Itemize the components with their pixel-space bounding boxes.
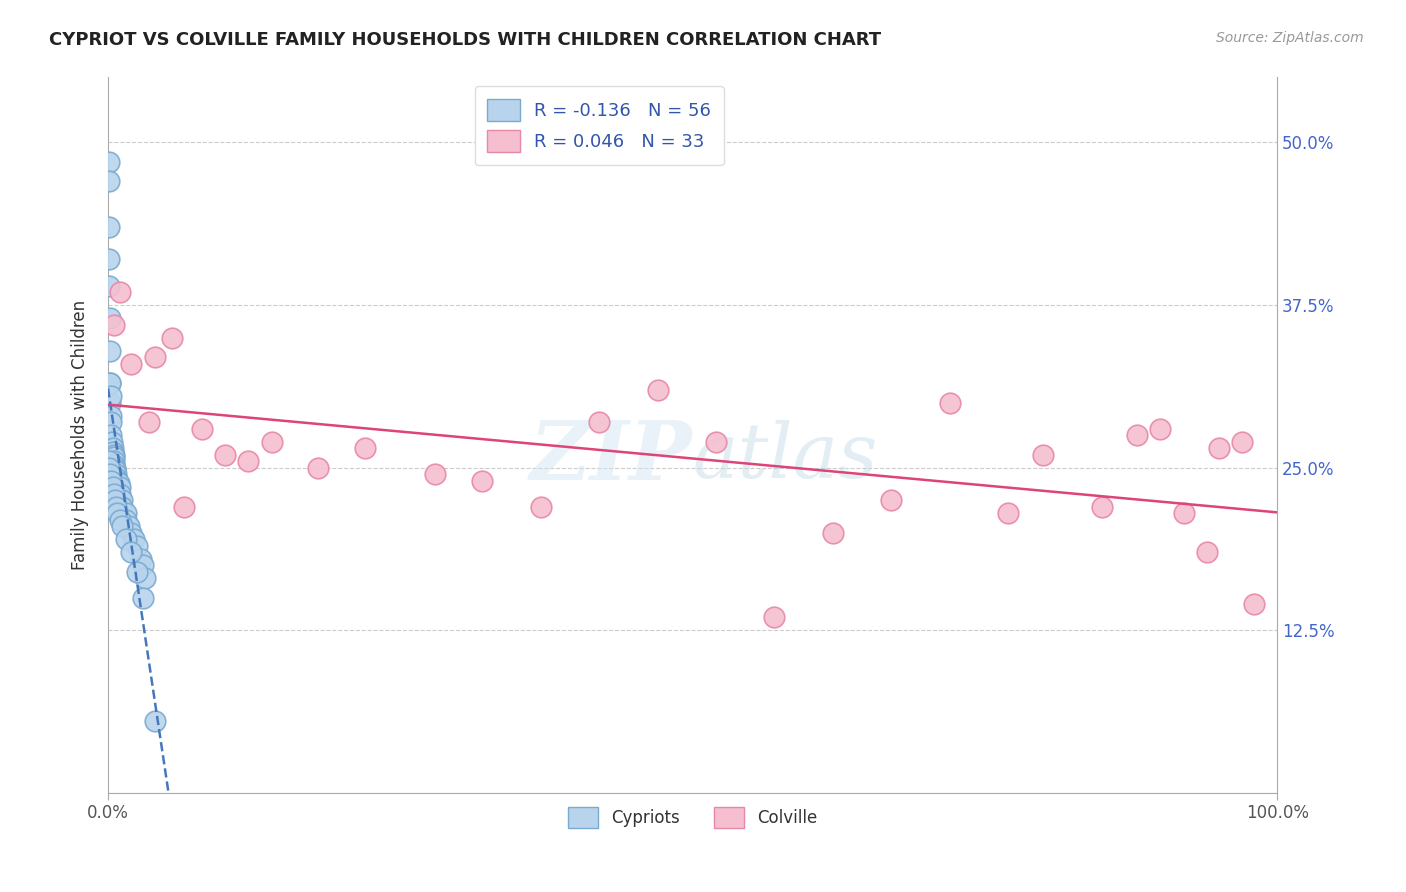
Point: [103, 458, 125, 472]
Text: ZIP: ZIP: [530, 417, 693, 497]
Point: [105, 506, 128, 520]
Point: [98, 395, 121, 409]
Point: [114, 506, 136, 520]
Point: [105, 474, 128, 488]
Point: [98, 311, 121, 326]
Point: [101, 480, 124, 494]
Point: [114, 512, 136, 526]
Point: [98, 376, 121, 390]
Point: [100, 474, 122, 488]
Point: [120, 357, 142, 371]
Point: [103, 454, 125, 468]
Point: [122, 532, 145, 546]
Point: [97, 219, 120, 234]
Point: [114, 532, 136, 546]
Point: [120, 525, 142, 540]
Point: [97, 454, 120, 468]
Point: [134, 571, 156, 585]
Point: [103, 318, 125, 332]
Point: [763, 610, 786, 624]
Y-axis label: Family Households with Children: Family Households with Children: [72, 300, 89, 570]
Point: [104, 463, 127, 477]
Point: [111, 519, 134, 533]
Point: [98, 376, 121, 390]
Point: [105, 500, 128, 514]
Point: [103, 486, 125, 500]
Point: [111, 493, 134, 508]
Point: [98, 343, 121, 358]
Point: [704, 434, 727, 449]
Point: [308, 460, 330, 475]
Point: [104, 493, 127, 508]
Point: [1230, 434, 1253, 449]
Point: [1208, 441, 1230, 455]
Point: [98, 460, 121, 475]
Point: [104, 460, 127, 475]
Point: [821, 525, 844, 540]
Point: [98, 467, 121, 481]
Point: [1032, 448, 1054, 462]
Point: [1173, 506, 1195, 520]
Point: [100, 409, 122, 423]
Point: [105, 471, 128, 485]
Text: Source: ZipAtlas.com: Source: ZipAtlas.com: [1216, 31, 1364, 45]
Point: [1243, 597, 1265, 611]
Point: [118, 519, 141, 533]
Point: [111, 500, 134, 514]
Point: [97, 155, 120, 169]
Point: [1197, 545, 1219, 559]
Legend: Cypriots, Colville: Cypriots, Colville: [561, 801, 824, 834]
Point: [100, 389, 122, 403]
Point: [97, 174, 120, 188]
Point: [1149, 421, 1171, 435]
Point: [105, 467, 128, 481]
Point: [530, 500, 553, 514]
Point: [138, 415, 160, 429]
Point: [100, 428, 122, 442]
Point: [647, 383, 669, 397]
Point: [108, 480, 131, 494]
Point: [880, 493, 903, 508]
Point: [127, 565, 149, 579]
Point: [143, 350, 166, 364]
Point: [425, 467, 447, 481]
Point: [108, 285, 131, 299]
Point: [101, 441, 124, 455]
Point: [1126, 428, 1149, 442]
Point: [238, 454, 260, 468]
Point: [939, 395, 962, 409]
Point: [108, 486, 131, 500]
Point: [997, 506, 1019, 520]
Point: [129, 551, 152, 566]
Point: [98, 252, 121, 267]
Point: [354, 441, 377, 455]
Point: [162, 330, 184, 344]
Text: atlas: atlas: [693, 419, 877, 493]
Point: [132, 591, 155, 605]
Point: [1091, 500, 1114, 514]
Point: [103, 450, 125, 465]
Point: [132, 558, 155, 573]
Point: [108, 512, 131, 526]
Point: [107, 476, 129, 491]
Text: CYPRIOT VS COLVILLE FAMILY HOUSEHOLDS WITH CHILDREN CORRELATION CHART: CYPRIOT VS COLVILLE FAMILY HOUSEHOLDS WI…: [49, 31, 882, 49]
Point: [120, 545, 142, 559]
Point: [214, 448, 236, 462]
Point: [101, 434, 124, 449]
Point: [190, 421, 212, 435]
Point: [471, 474, 494, 488]
Point: [127, 539, 149, 553]
Point: [173, 500, 195, 514]
Point: [100, 415, 122, 429]
Point: [101, 445, 124, 459]
Point: [143, 714, 166, 728]
Point: [588, 415, 610, 429]
Point: [260, 434, 283, 449]
Point: [103, 448, 125, 462]
Point: [98, 278, 121, 293]
